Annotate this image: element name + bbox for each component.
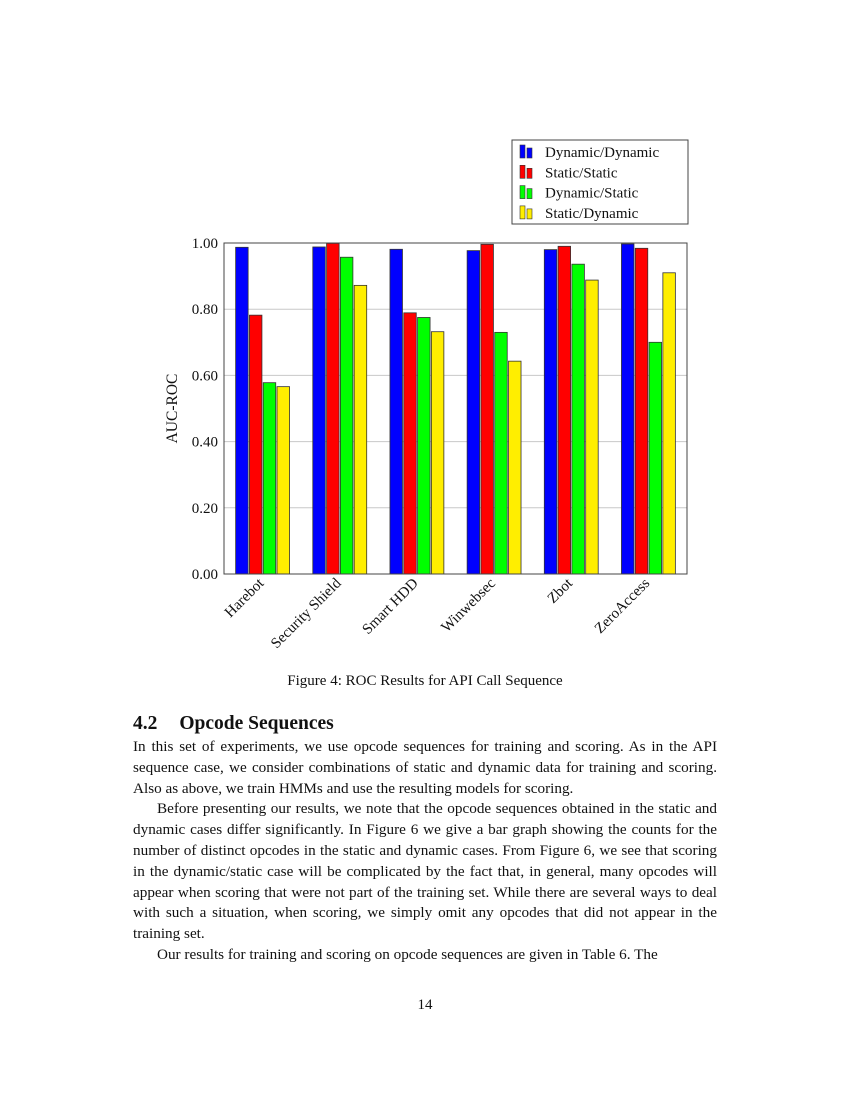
bar-static-dynamic [276, 386, 290, 575]
section-title: Opcode Sequences [179, 713, 334, 734]
body-text: In this set of experiments, we use opcod… [133, 737, 717, 966]
x-tick-label: Security Shield [268, 575, 345, 652]
bar-dynamic-dynamic [389, 248, 403, 575]
bar-static-static [480, 243, 494, 575]
bar-dynamic-dynamic [543, 249, 558, 575]
x-tick-label: Winwebsec [439, 575, 500, 636]
legend-box [511, 139, 689, 225]
y-axis-label: AUC-ROC [164, 374, 181, 444]
bar-static-dynamic [508, 360, 522, 575]
legend-swatch [519, 144, 526, 159]
bar-dynamic-static [417, 317, 431, 575]
legend-swatch [526, 147, 533, 159]
bar-static-dynamic [430, 331, 445, 575]
section-heading: 4.2 Opcode Sequences [133, 713, 334, 735]
auc-roc-bar-chart: 0.00 0.20 0.40 0.60 0.80 1.00 Harebot Security … [164, 139, 689, 652]
legend-label: Dynamic/Static [545, 186, 639, 202]
legend-label: Dynamic/Dynamic [545, 145, 659, 161]
paragraph: In this set of experiments, we use opcod… [133, 738, 717, 797]
bar-static-static [557, 245, 571, 575]
bar-static-dynamic [353, 284, 368, 575]
legend-swatch [526, 168, 533, 179]
legend-swatch [519, 205, 526, 220]
bar-dynamic-static [571, 263, 585, 575]
x-tick-label: ZeroAccess [592, 575, 653, 636]
bar-dynamic-dynamic [235, 246, 249, 575]
y-tick-label: 0.40 [192, 435, 218, 451]
bar-static-static [326, 242, 340, 575]
y-tick-label: 0.20 [192, 501, 218, 517]
bar-dynamic-static [648, 341, 662, 575]
legend-swatch [526, 208, 533, 220]
bar-static-static [249, 314, 263, 575]
legend-swatch [519, 165, 526, 179]
bar-dynamic-dynamic [312, 246, 326, 575]
bar-dynamic-dynamic [466, 250, 481, 575]
bar-static-static [634, 247, 649, 575]
bar-dynamic-static [494, 331, 508, 575]
x-tick-label: Smart HDD [359, 575, 421, 637]
bar-dynamic-dynamic [621, 243, 635, 575]
y-tick-label: 0.80 [192, 302, 218, 318]
y-tick-label: 0.00 [192, 567, 218, 583]
section-number: 4.2 [133, 713, 158, 734]
paragraph: Before presenting our results, we note t… [133, 800, 717, 943]
page-number: 14 [417, 997, 433, 1013]
bar-static-dynamic [662, 272, 676, 575]
bar-dynamic-static [339, 256, 354, 575]
figure-caption: Figure 4: ROC Results for API Call Seque… [287, 673, 563, 689]
legend-swatch [526, 188, 533, 199]
paragraph: Our results for training and scoring on … [157, 945, 658, 963]
y-tick-label: 0.60 [192, 368, 218, 384]
legend-label: Static/Dynamic [545, 206, 639, 222]
legend-label: Static/Static [545, 165, 618, 181]
x-tick-label: Zbot [545, 575, 577, 607]
x-tick-label: Harebot [222, 575, 268, 621]
bar-dynamic-static [262, 382, 277, 575]
y-tick-label: 1.00 [192, 236, 218, 252]
bar-static-dynamic [585, 279, 599, 575]
legend-swatch [519, 185, 526, 199]
plot-frame [223, 242, 688, 575]
bar-static-static [403, 312, 417, 575]
